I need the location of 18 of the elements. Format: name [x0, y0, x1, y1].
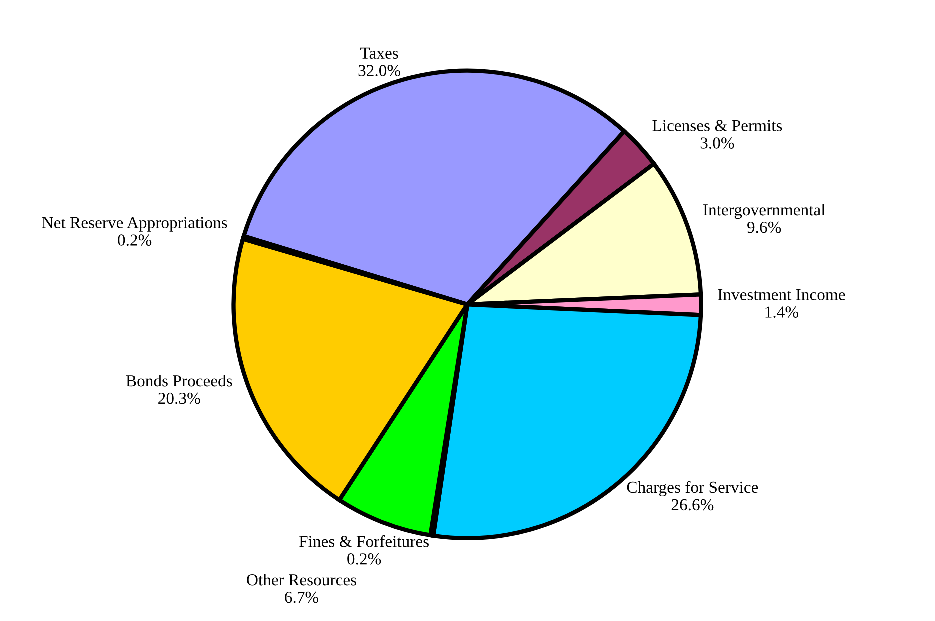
data-label: 3.0%	[700, 138, 734, 149]
data-label: 20.3%	[158, 392, 200, 404]
data-label: 32.0%	[358, 65, 401, 76]
data-label: 1.4%	[766, 306, 799, 318]
data-label: 9.6%	[748, 222, 782, 234]
data-label: 0.2%	[348, 554, 382, 565]
slice-label: Taxes	[360, 48, 398, 59]
slice-label: Net Reserve Appropriations	[42, 217, 228, 232]
slice-label: Investment Income	[718, 289, 846, 300]
slice-label: Fines & Forfeitures	[300, 535, 429, 548]
data-label: 26.6%	[672, 499, 714, 511]
slice-label: Licenses & Permits	[652, 120, 782, 132]
slice-label: Other Resources	[247, 574, 356, 586]
data-label: 6.7%	[285, 592, 319, 604]
slice-label: Bonds Proceeds	[126, 374, 232, 387]
data-label: 0.2%	[118, 234, 152, 246]
slice-label: Intergovernmental	[704, 204, 826, 220]
slice-label: Charges for Service	[627, 481, 758, 497]
